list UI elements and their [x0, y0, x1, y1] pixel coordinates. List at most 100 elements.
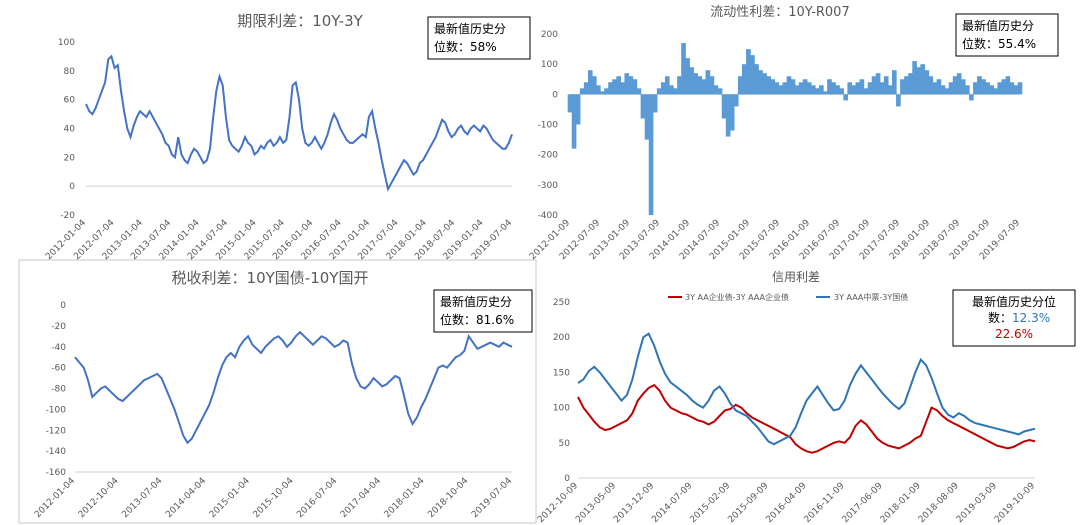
area-segment — [583, 82, 589, 95]
y-tick-label: 0 — [564, 474, 570, 484]
annotation-line-2: 位数：55.4% — [962, 36, 1036, 51]
area-segment — [733, 94, 739, 107]
y-tick-label: 0 — [552, 90, 558, 100]
area-segment — [774, 82, 780, 95]
y-tick-label: 200 — [553, 333, 570, 343]
y-tick-label: 100 — [541, 60, 558, 70]
area-segment — [778, 85, 784, 95]
area-segment — [896, 94, 901, 107]
chart-liquidity-spread: 流动性利差：10Y-R007 -400-300-200-100010020020… — [528, 5, 1059, 262]
area-segment — [628, 76, 634, 95]
area-segment — [729, 94, 735, 131]
y-tick-label: -60 — [51, 364, 66, 374]
area-segment — [567, 94, 573, 113]
area-segment — [587, 70, 593, 95]
series-line — [85, 54, 513, 192]
chart-frame — [18, 259, 537, 524]
chart-credit-spread: 信用利差 3Y AA企业债-3Y AAA企业债 3Y AAA中票-3Y国债 0 5… — [536, 270, 1076, 525]
area-segment — [891, 70, 897, 95]
area-segment — [612, 79, 617, 95]
y-tick-label: -100 — [538, 121, 559, 131]
area-segment — [709, 76, 715, 95]
area-segment — [887, 85, 893, 95]
annotation-line-1: 最新值历史分 — [440, 294, 512, 309]
y-tick-label: -20 — [51, 322, 66, 332]
x-tick-label: 2019-07-04 — [470, 476, 514, 520]
area-segment — [981, 79, 986, 95]
y-tick-label: -400 — [538, 211, 559, 221]
area-segment — [1017, 82, 1023, 95]
area-segment — [944, 88, 950, 95]
area-segment — [770, 79, 776, 95]
x-tick-label: 2018-01-04 — [383, 476, 427, 520]
annotation-value-aaa: 12.3% — [1012, 311, 1050, 325]
series-line-aaa — [577, 332, 1036, 446]
x-tick-label: 2016-07-04 — [295, 476, 339, 520]
y-tick-label: -200 — [538, 151, 559, 161]
area-segment — [656, 88, 662, 95]
area-segment — [802, 79, 808, 95]
area-segment — [624, 73, 630, 95]
area-segment — [969, 94, 974, 101]
area-segment — [1013, 85, 1019, 95]
area-segment — [1009, 82, 1015, 95]
x-tick-label: 2014-04-04 — [164, 476, 208, 520]
area-segment — [673, 88, 678, 95]
area-segment — [920, 64, 926, 95]
area-segment — [750, 55, 755, 95]
area-segment — [660, 82, 666, 95]
y-tick-label: 150 — [553, 368, 570, 378]
area-segment — [689, 67, 694, 95]
area-segment — [847, 82, 853, 95]
area-segment — [855, 82, 861, 95]
y-tick-label: 0 — [69, 182, 75, 192]
area-segment — [685, 58, 690, 95]
chart-title: 信用利差 — [772, 270, 820, 284]
area-segment — [908, 73, 913, 95]
area-segment — [701, 79, 707, 95]
area-segment — [754, 64, 759, 95]
area-segment — [964, 85, 970, 95]
chart-title: 税收利差：10Y国债-10Y国开 — [172, 269, 369, 287]
area-segment — [883, 76, 889, 95]
annotation-box: 最新值历史分位 数： 12.3% 22.6% — [952, 289, 1076, 347]
area-segment — [863, 88, 869, 95]
area-segment — [843, 94, 849, 101]
area-segment — [766, 76, 771, 95]
x-tick-label: 2015-01-04 — [208, 476, 252, 520]
y-tick-label: 100 — [58, 38, 75, 48]
area-segment — [644, 94, 650, 140]
area-segment — [839, 88, 844, 95]
y-tick-label: 60 — [64, 96, 76, 106]
area-segment — [904, 76, 909, 95]
x-tick-label: 2015-10-04 — [252, 476, 296, 520]
area-segment — [806, 82, 812, 95]
area-segment — [823, 91, 828, 95]
area-segment — [782, 82, 788, 95]
area-segment — [867, 82, 873, 95]
y-tick-label: -300 — [538, 181, 559, 191]
area-segment — [571, 94, 577, 149]
area-segment — [798, 82, 804, 95]
area-segment — [746, 49, 751, 95]
area-segment — [960, 79, 966, 95]
area-segment — [1005, 76, 1011, 95]
area-segment — [859, 79, 865, 95]
area-segment — [989, 85, 994, 95]
area-segment — [741, 64, 747, 95]
area-segment — [721, 94, 727, 119]
area-segment — [632, 79, 638, 95]
area-segment — [952, 76, 958, 95]
area-segment — [831, 82, 836, 95]
y-tick-label: -120 — [46, 426, 67, 436]
area-segment — [713, 85, 719, 95]
area-segment — [725, 94, 731, 137]
area-segment — [973, 82, 978, 95]
annotation-line-1: 最新值历史分 — [962, 18, 1034, 33]
area-segment — [786, 76, 792, 95]
area-segment — [851, 85, 857, 95]
area-segment — [977, 76, 982, 95]
legend: 3Y AA企业债-3Y AAA企业债 3Y AAA中票-3Y国债 — [668, 292, 908, 302]
area-segment — [600, 91, 605, 95]
